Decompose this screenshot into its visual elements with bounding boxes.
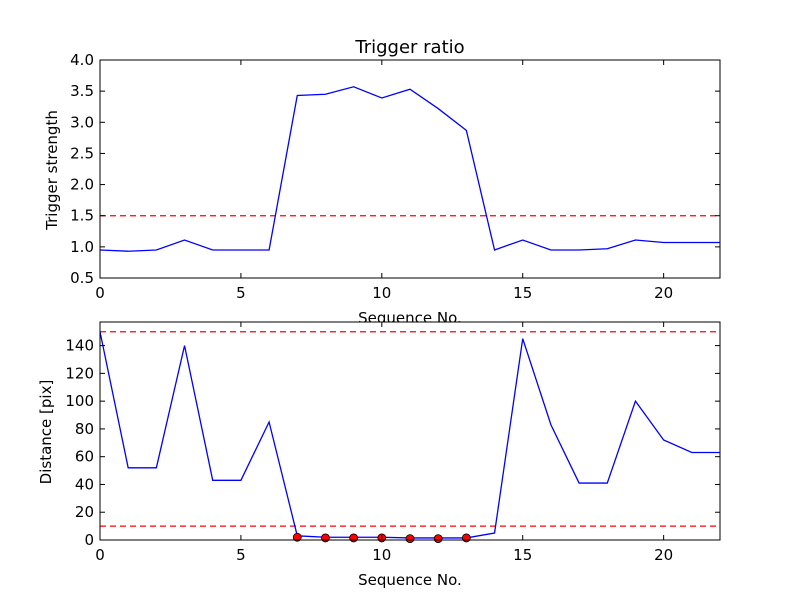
y-tick-label: 100: [65, 392, 94, 410]
axes-frame: [99, 321, 721, 541]
y-axis-label: Distance [pix]: [37, 380, 55, 485]
y-tick-label: 2.0: [70, 176, 94, 194]
plot-area: 0 5 10 15 20 0.5 1.0 1.5 2.0 2.5 3.0 3.5 4.0: [70, 51, 721, 302]
plot-area: 0 5 10 15 20 0 20 40 60 80 100 120 140: [65, 321, 721, 564]
y-axis-label: Trigger strength: [43, 110, 61, 231]
x-tick-label: 20: [654, 546, 673, 564]
data-point-marker: [433, 534, 443, 544]
y-tick-label: 1.0: [70, 238, 94, 256]
x-tick-label: 15: [513, 546, 532, 564]
y-tick-label: 1.5: [70, 207, 94, 225]
x-tick-label: 15: [513, 284, 532, 302]
chart-title: Trigger ratio: [354, 37, 464, 58]
chart-trigger-ratio: Trigger ratio 0 5 10 15 20 0.5 1.0 1.5 2.0 2.5 3.0…: [43, 37, 721, 327]
y-tick-label: 60: [75, 448, 94, 466]
x-tick-label: 10: [372, 546, 391, 564]
y-tick-label: 3.5: [70, 82, 94, 100]
y-tick-label: 0.5: [70, 269, 94, 287]
x-tick-label: 20: [654, 284, 673, 302]
x-tick-label: 10: [372, 284, 391, 302]
x-axis-label: Sequence No.: [358, 571, 462, 589]
y-tick-label: 120: [65, 364, 94, 382]
data-point-marker: [321, 533, 330, 543]
x-tick-label: 0: [95, 546, 105, 564]
plot-background: [100, 60, 720, 278]
y-tick-label: 3.0: [70, 113, 94, 131]
x-tick-label: 5: [236, 284, 246, 302]
data-point-marker: [405, 534, 415, 544]
y-tick-label: 2.5: [70, 144, 94, 162]
y-tick-label: 140: [65, 337, 94, 355]
x-tick-label: 5: [236, 546, 246, 564]
data-point-marker: [292, 532, 302, 542]
series-line: [100, 86, 720, 252]
data-point-marker: [461, 533, 471, 543]
y-tick-label: 80: [75, 420, 94, 438]
y-tick-label: 20: [75, 503, 94, 521]
y-tick-label: 4.0: [70, 51, 94, 69]
data-point-marker: [349, 533, 359, 543]
y-tick-label: 40: [75, 475, 94, 493]
x-tick-label: 0: [95, 284, 105, 302]
y-tick-label: 0: [84, 531, 94, 549]
axes-frame: [99, 59, 721, 279]
plot-background: [100, 322, 720, 540]
